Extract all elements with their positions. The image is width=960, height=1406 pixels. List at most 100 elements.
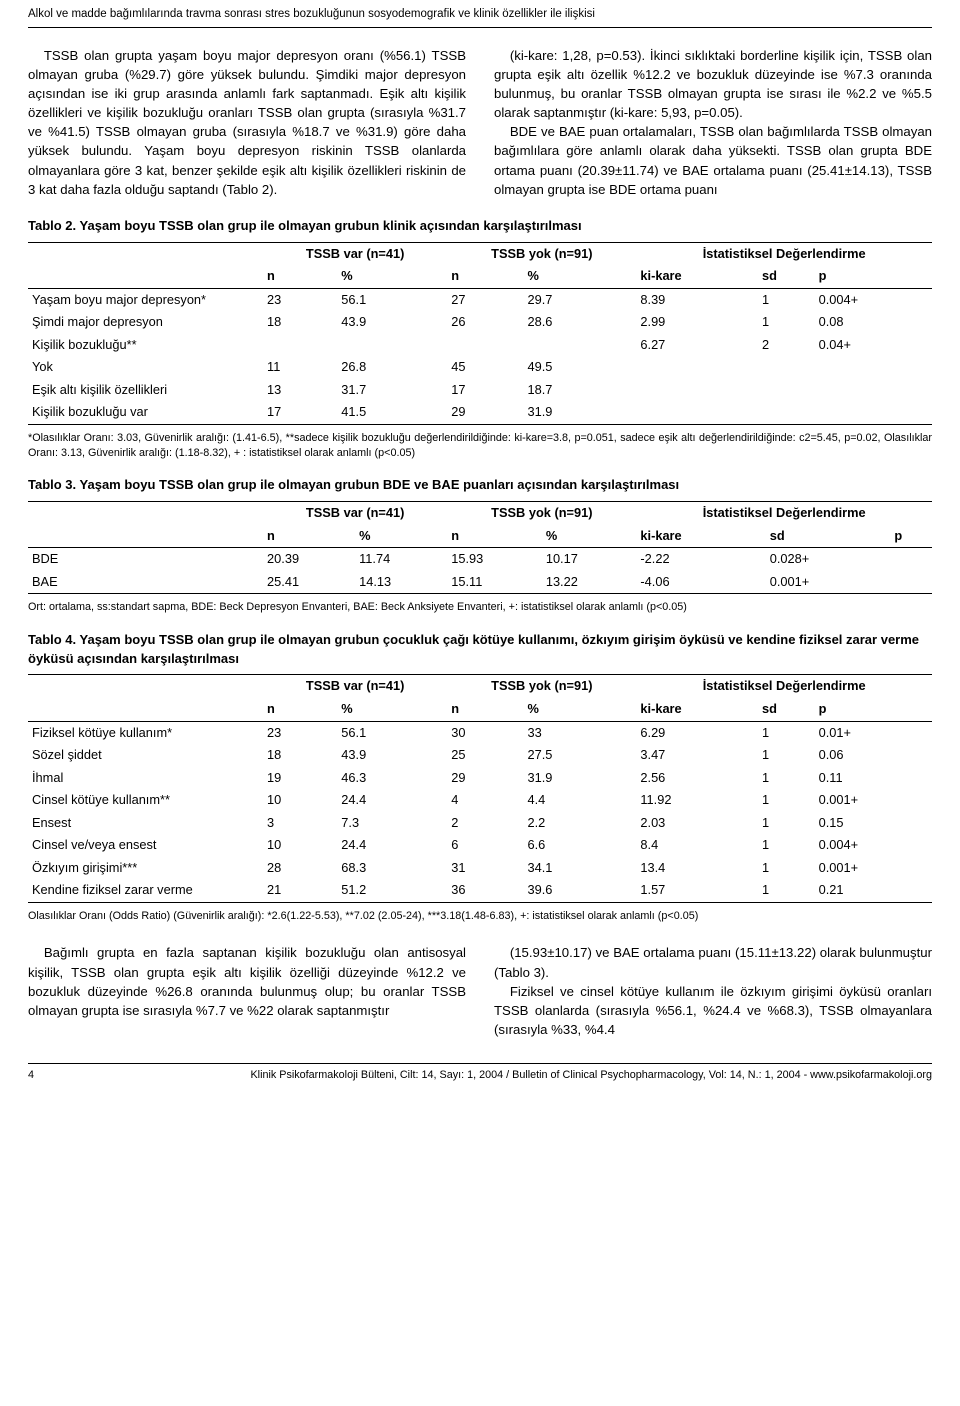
table2-caption: Tablo 2. Yaşam boyu TSSB olan grup ile o… (28, 217, 932, 236)
cell (636, 379, 758, 402)
bot-right-1: (15.93±10.17) ve BAE ortalama puanı (15.… (494, 943, 932, 981)
cell: 1 (758, 834, 815, 857)
cell: 56.1 (337, 288, 447, 311)
cell: 10 (263, 834, 337, 857)
cell: 26.8 (337, 356, 447, 379)
cell (524, 334, 637, 357)
cell: 31.9 (524, 401, 637, 424)
cell: 29.7 (524, 288, 637, 311)
col: sd (758, 698, 815, 721)
cell: 18 (263, 744, 337, 767)
cell: Kendine fiziksel zarar verme (28, 879, 263, 902)
col: sd (758, 265, 815, 288)
cell (890, 571, 932, 594)
cell: Fiziksel kötüye kullanım* (28, 721, 263, 744)
cell: 41.5 (337, 401, 447, 424)
cell: Yaşam boyu major depresyon* (28, 288, 263, 311)
table3: TSSB var (n=41) TSSB yok (n=91) İstatist… (28, 501, 932, 594)
cell: 21 (263, 879, 337, 902)
cell: 51.2 (337, 879, 447, 902)
table-row: Eşik altı kişilik özellikleri1331.71718.… (28, 379, 932, 402)
page-footer: 4 Klinik Psikofarmakoloji Bülteni, Cilt:… (28, 1063, 932, 1084)
bot-right-2: Fiziksel ve cinsel kötüye kullanım ile ö… (494, 982, 932, 1039)
t3-h3: İstatistiksel Değerlendirme (636, 501, 932, 524)
cell: 0.001+ (815, 857, 932, 880)
cell: 27 (447, 288, 523, 311)
cell: 0.001+ (815, 789, 932, 812)
t4-h3: İstatistiksel Değerlendirme (636, 675, 932, 698)
cell: 15.11 (447, 571, 542, 594)
cell: 14.13 (355, 571, 447, 594)
cell: 27.5 (524, 744, 637, 767)
cell (890, 548, 932, 571)
cell: 24.4 (337, 789, 447, 812)
cell: 19 (263, 767, 337, 790)
cell: 13.22 (542, 571, 637, 594)
cell: 43.9 (337, 744, 447, 767)
cell: 0.01+ (815, 721, 932, 744)
bot-left: Bağımlı grupta en fazla saptanan kişilik… (28, 943, 466, 1020)
table-row: BAE25.4114.1315.1113.22-4.060.001+ (28, 571, 932, 594)
col: ki-kare (636, 265, 758, 288)
cell: 17 (263, 401, 337, 424)
col: n (263, 265, 337, 288)
cell: Cinsel kötüye kullanım** (28, 789, 263, 812)
table-row: Kişilik bozukluğu var1741.52931.9 (28, 401, 932, 424)
cell: 2.99 (636, 311, 758, 334)
col: n (447, 525, 542, 548)
para-left: TSSB olan grupta yaşam boyu major depres… (28, 46, 466, 199)
cell: 45 (447, 356, 523, 379)
cell: 23 (263, 288, 337, 311)
table3-footnote: Ort: ortalama, ss:standart sapma, BDE: B… (28, 600, 932, 615)
cell: 3 (263, 812, 337, 835)
cell: -2.22 (636, 548, 765, 571)
cell: 6.27 (636, 334, 758, 357)
cell: BAE (28, 571, 263, 594)
cell: 18 (263, 311, 337, 334)
table-row: Cinsel ve/veya ensest1024.466.68.410.004… (28, 834, 932, 857)
table4-caption: Tablo 4. Yaşam boyu TSSB olan grup ile o… (28, 631, 932, 669)
col: n (263, 698, 337, 721)
cell: Kişilik bozukluğu var (28, 401, 263, 424)
cell (758, 379, 815, 402)
cell: 20.39 (263, 548, 355, 571)
t2-h1: TSSB var (n=41) (263, 242, 447, 265)
cell: Cinsel ve/veya ensest (28, 834, 263, 857)
cell: 11.92 (636, 789, 758, 812)
cell: 1 (758, 789, 815, 812)
col: % (337, 265, 447, 288)
cell: 10 (263, 789, 337, 812)
cell: 0.004+ (815, 288, 932, 311)
table-row: Cinsel kötüye kullanım**1024.444.411.921… (28, 789, 932, 812)
cell: 43.9 (337, 311, 447, 334)
cell: 1 (758, 879, 815, 902)
cell: 24.4 (337, 834, 447, 857)
t3-h2: TSSB yok (n=91) (447, 501, 636, 524)
table-row: Özkıyım girişimi***2868.33134.113.410.00… (28, 857, 932, 880)
cell (758, 401, 815, 424)
cell: 0.04+ (815, 334, 932, 357)
cell: 23 (263, 721, 337, 744)
cell: 6 (447, 834, 523, 857)
col: % (524, 698, 637, 721)
table4-footnote: Olasılıklar Oranı (Odds Ratio) (Güvenirl… (28, 909, 932, 924)
cell: 13.4 (636, 857, 758, 880)
running-header: Alkol ve madde bağımlılarında travma son… (28, 0, 932, 28)
cell: İhmal (28, 767, 263, 790)
cell: 2 (758, 334, 815, 357)
table-row: Fiziksel kötüye kullanım*2356.130336.291… (28, 721, 932, 744)
top-paragraphs: TSSB olan grupta yaşam boyu major depres… (28, 46, 932, 199)
cell (815, 356, 932, 379)
cell: 29 (447, 401, 523, 424)
cell: 31 (447, 857, 523, 880)
cell: 0.11 (815, 767, 932, 790)
bottom-paragraphs: Bağımlı grupta en fazla saptanan kişilik… (28, 943, 932, 1039)
cell: 36 (447, 879, 523, 902)
cell: 34.1 (524, 857, 637, 880)
cell: 2.2 (524, 812, 637, 835)
cell: 39.6 (524, 879, 637, 902)
cell: 2 (447, 812, 523, 835)
table-row: Şimdi major depresyon1843.92628.62.9910.… (28, 311, 932, 334)
cell: 2.56 (636, 767, 758, 790)
col: n (263, 525, 355, 548)
